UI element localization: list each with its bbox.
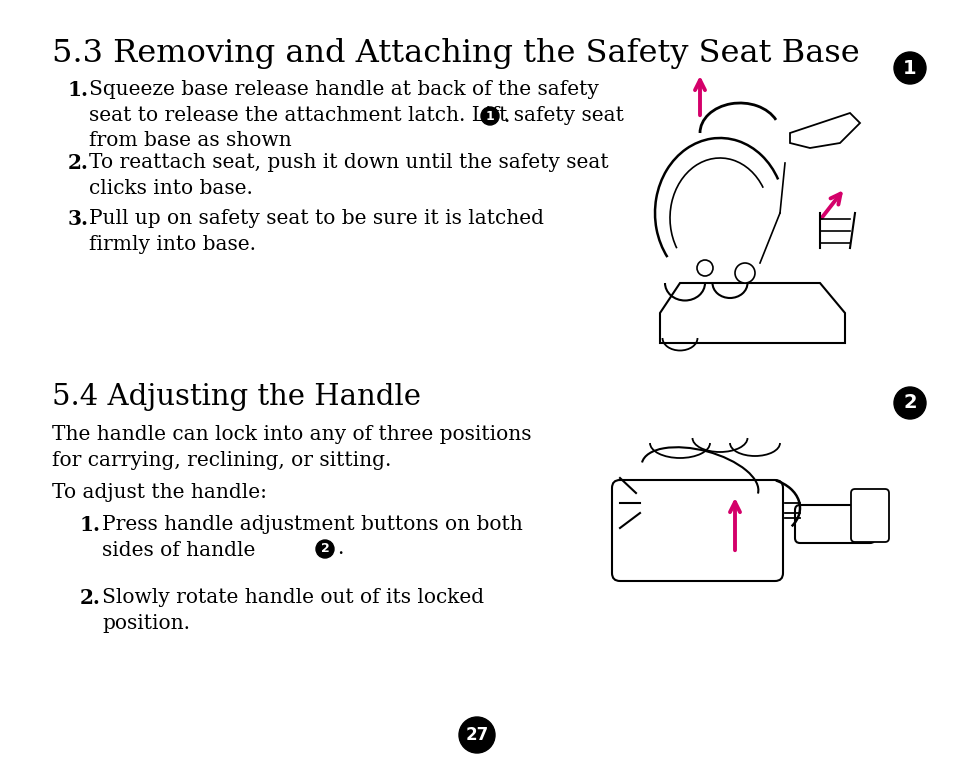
Text: 1: 1 — [902, 59, 916, 77]
Text: The handle can lock into any of three positions
for carrying, reclining, or sitt: The handle can lock into any of three po… — [52, 425, 531, 470]
Text: Squeeze base release handle at back of the safety
seat to release the attachment: Squeeze base release handle at back of t… — [89, 80, 623, 151]
Circle shape — [480, 107, 498, 125]
Text: .: . — [502, 107, 509, 125]
FancyBboxPatch shape — [850, 489, 888, 542]
Text: 1.: 1. — [68, 80, 89, 100]
Text: Pull up on safety seat to be sure it is latched
firmly into base.: Pull up on safety seat to be sure it is … — [89, 209, 543, 254]
Circle shape — [734, 263, 754, 283]
Text: Press handle adjustment buttons on both
sides of handle: Press handle adjustment buttons on both … — [102, 515, 522, 560]
FancyBboxPatch shape — [612, 480, 782, 581]
Text: 1.: 1. — [80, 515, 101, 535]
Circle shape — [315, 540, 334, 558]
Text: 3.: 3. — [68, 209, 89, 229]
Text: To adjust the handle:: To adjust the handle: — [52, 483, 267, 502]
FancyBboxPatch shape — [794, 505, 874, 543]
Text: 2: 2 — [902, 393, 916, 413]
Circle shape — [697, 260, 712, 276]
Text: 2.: 2. — [80, 588, 101, 608]
Polygon shape — [659, 283, 844, 343]
Text: Slowly rotate handle out of its locked
position.: Slowly rotate handle out of its locked p… — [102, 588, 483, 633]
Polygon shape — [789, 113, 859, 148]
Circle shape — [893, 387, 925, 419]
Text: .: . — [336, 540, 343, 559]
Text: 27: 27 — [465, 726, 488, 744]
Text: 2: 2 — [320, 543, 329, 556]
Text: 1: 1 — [485, 110, 494, 122]
Text: 2.: 2. — [68, 153, 89, 173]
Circle shape — [893, 52, 925, 84]
Circle shape — [458, 717, 495, 753]
Text: To reattach seat, push it down until the safety seat
clicks into base.: To reattach seat, push it down until the… — [89, 153, 608, 198]
Text: 5.4 Adjusting the Handle: 5.4 Adjusting the Handle — [52, 383, 420, 411]
Text: 5.3 Removing and Attaching the Safety Seat Base: 5.3 Removing and Attaching the Safety Se… — [52, 38, 859, 69]
